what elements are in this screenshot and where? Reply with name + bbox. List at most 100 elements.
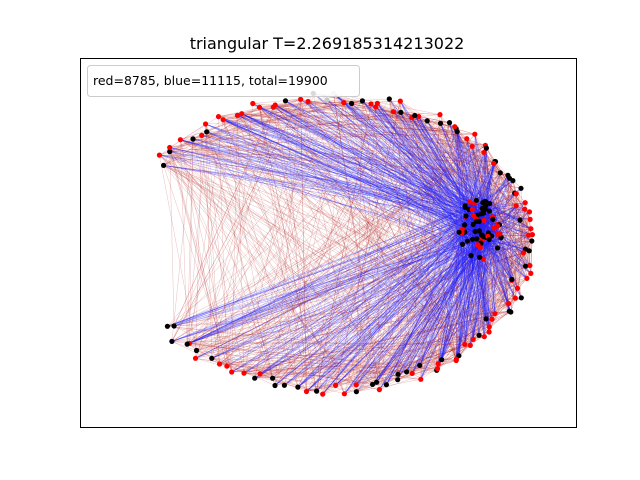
blue-edge	[473, 224, 531, 274]
red-edge	[297, 385, 336, 388]
blue-edge	[306, 232, 489, 392]
red-edge	[237, 115, 496, 162]
node-black	[518, 185, 524, 191]
red-edge	[389, 98, 532, 242]
red-edge	[520, 188, 526, 250]
blue-edge	[472, 210, 484, 340]
blue-edge	[470, 255, 480, 336]
red-edge	[300, 99, 501, 174]
red-edge	[355, 138, 468, 385]
blue-edge	[169, 151, 478, 246]
red-edge	[254, 313, 495, 379]
blue-edge	[259, 257, 480, 375]
red-edge	[397, 358, 457, 380]
blue-edge	[455, 128, 468, 242]
red-edge	[356, 280, 512, 386]
node-red	[256, 104, 263, 110]
red-edge	[223, 119, 512, 280]
node-black	[518, 295, 524, 301]
blue-edge	[237, 115, 498, 249]
node-red	[341, 100, 347, 106]
red-edge	[218, 116, 465, 345]
blue-edge	[333, 93, 481, 249]
red-edge	[206, 131, 460, 356]
red-edge	[343, 102, 450, 123]
red-edge	[241, 113, 357, 392]
blue-edge	[485, 201, 496, 314]
blue-edge	[482, 208, 526, 267]
node-black	[463, 213, 469, 219]
blue-edge	[479, 202, 526, 258]
blue-edge	[418, 116, 485, 202]
red-edge	[211, 175, 509, 359]
red-edge	[372, 122, 450, 385]
blue-edge	[486, 148, 490, 212]
red-edge	[322, 147, 487, 395]
node-black	[509, 276, 515, 282]
red-edge	[344, 248, 526, 394]
node-red	[514, 285, 521, 291]
red-edge	[307, 101, 437, 371]
red-edge	[326, 99, 510, 312]
red-edge	[206, 120, 428, 133]
blue-edge	[237, 115, 475, 204]
blue-edge	[167, 212, 484, 327]
red-edge	[406, 123, 441, 372]
red-edge	[464, 231, 480, 258]
red-edge	[525, 249, 532, 274]
red-edge	[159, 102, 344, 156]
red-edge	[411, 117, 475, 135]
node-red	[481, 149, 487, 155]
red-edge	[219, 363, 438, 369]
red-edge	[455, 131, 458, 361]
blue-edge	[464, 238, 478, 345]
node-red	[472, 131, 478, 137]
blue-edge	[464, 221, 477, 345]
blue-edge	[470, 224, 500, 346]
red-edge	[400, 112, 509, 304]
node-red	[333, 382, 339, 388]
red-edge	[335, 101, 401, 386]
node-red	[234, 112, 240, 118]
blue-edge	[275, 104, 467, 217]
node-red	[272, 102, 278, 108]
red-edge	[370, 103, 485, 153]
blue-edge	[458, 146, 473, 233]
blue-edge	[372, 216, 493, 385]
red-edge	[437, 188, 522, 364]
blue-edge	[473, 215, 531, 266]
red-edge	[241, 113, 345, 394]
blue-edge	[187, 236, 484, 345]
node-red	[470, 336, 476, 342]
red-edge	[195, 358, 380, 390]
red-edge	[375, 106, 380, 390]
blue-edge	[252, 103, 486, 207]
red-edge	[237, 115, 490, 333]
blue-edge	[492, 180, 514, 220]
red-edge	[169, 106, 274, 152]
blue-edge	[462, 229, 493, 320]
blue-edge	[500, 237, 513, 280]
red-edge	[163, 165, 496, 314]
node-red	[481, 217, 487, 223]
red-edge	[222, 119, 345, 394]
blue-edge	[464, 203, 490, 345]
blue-edge	[211, 228, 463, 359]
blue-edge	[441, 232, 465, 360]
red-edge	[356, 318, 493, 386]
blue-edge	[485, 209, 510, 312]
red-edge	[326, 99, 457, 360]
blue-edge	[483, 152, 490, 240]
red-edge	[485, 145, 531, 220]
blue-edge	[418, 116, 470, 210]
red-edge	[272, 172, 501, 379]
red-edge	[205, 123, 213, 359]
blue-edge	[467, 241, 512, 313]
node-black	[469, 236, 476, 242]
red-edge	[180, 100, 363, 140]
red-edge	[493, 163, 526, 203]
node-black	[474, 218, 480, 224]
red-edge	[494, 205, 517, 314]
node-red	[522, 200, 528, 206]
blue-edge	[241, 113, 476, 232]
